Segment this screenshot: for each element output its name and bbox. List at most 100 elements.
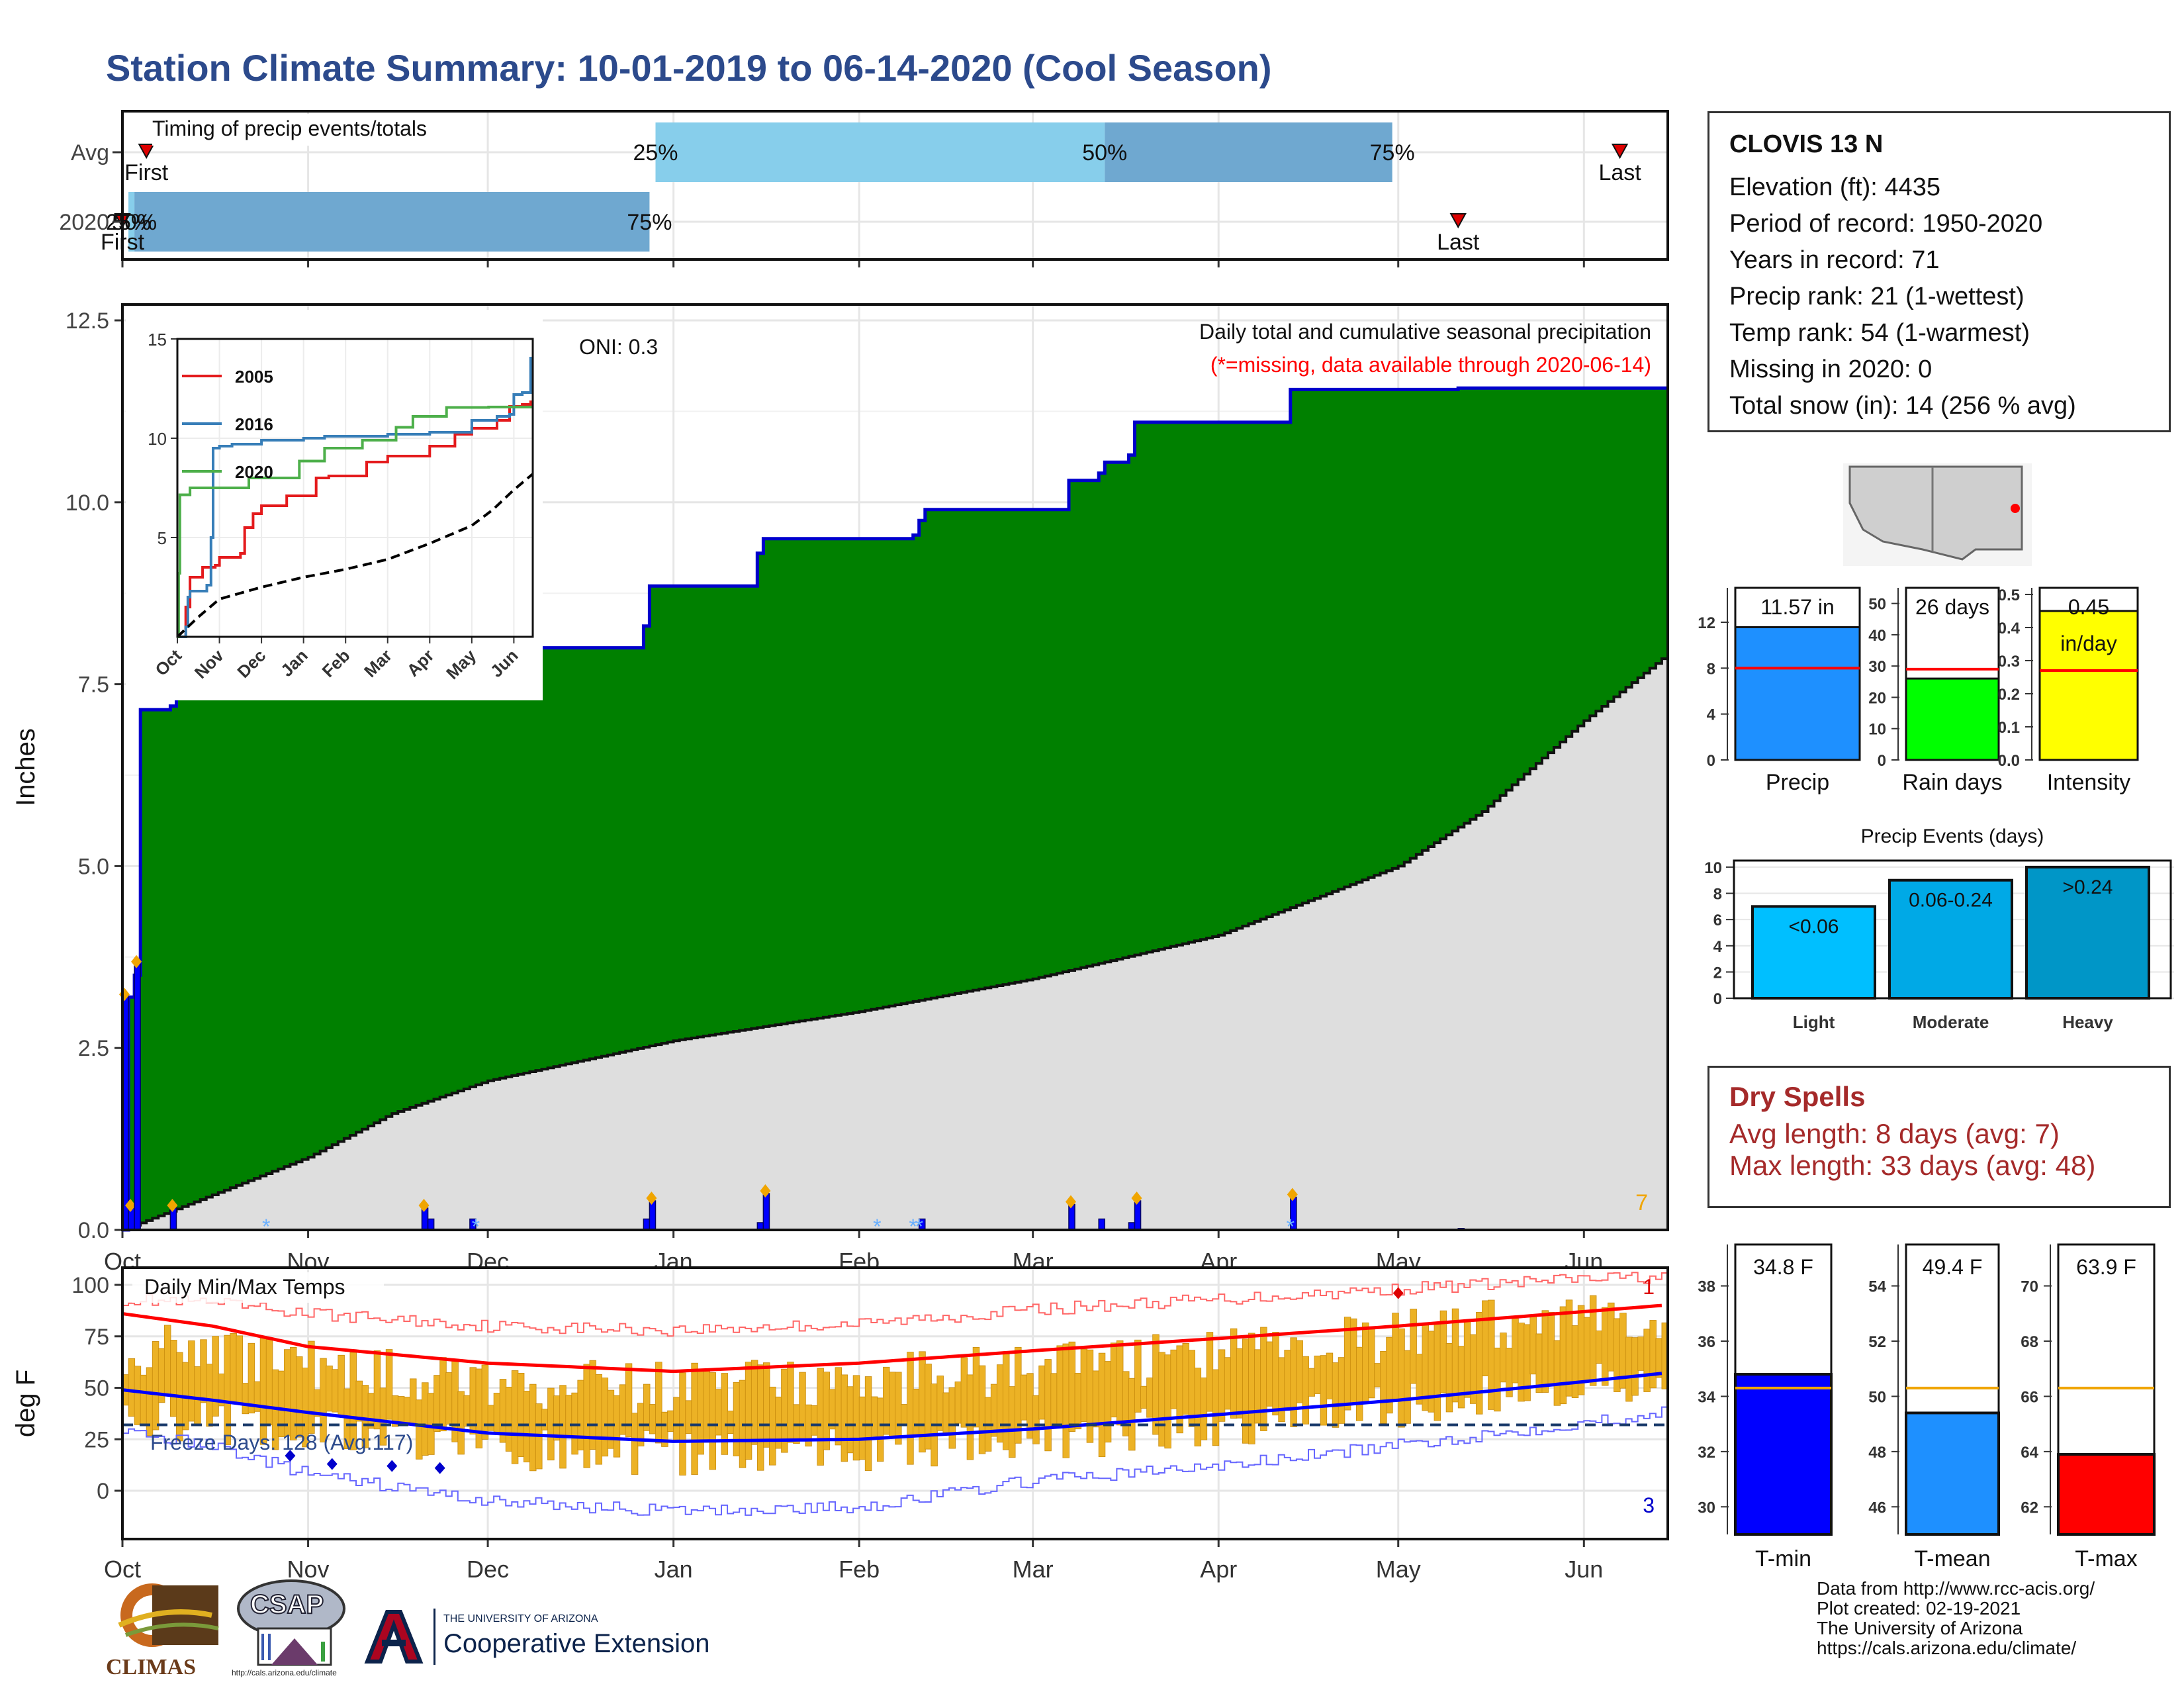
- daily-temp-bar: [1445, 1342, 1453, 1413]
- csap-logo-text: CSAP: [250, 1589, 324, 1620]
- daily-temp-bar: [1230, 1328, 1238, 1419]
- daily-temp-bar: [1128, 1378, 1136, 1451]
- daily-precip-marker: [1065, 1195, 1076, 1209]
- daily-temp-bar: [756, 1364, 764, 1471]
- daily-temp-bar: [1284, 1350, 1291, 1411]
- daily-temp-bar: [1404, 1350, 1411, 1424]
- daily-temp-bar: [403, 1397, 411, 1423]
- daily-temp-bar: [751, 1360, 758, 1445]
- daily-temp-bar: [1290, 1337, 1297, 1427]
- daily-temp-bar: [487, 1405, 495, 1431]
- daily-temp-bar: [901, 1404, 908, 1425]
- daily-temp-bar: [1655, 1338, 1662, 1378]
- daily-precip-bar: [1098, 1218, 1106, 1231]
- daily-temp-bar: [1242, 1338, 1250, 1444]
- daily-temp-bar: [1571, 1325, 1579, 1398]
- daily-temp-bar: [1349, 1318, 1357, 1404]
- normal-min-line: [122, 1372, 1662, 1443]
- daily-temp-bar: [1021, 1374, 1028, 1421]
- daily-temp-bar: [163, 1325, 171, 1397]
- daily-temp-bar: [212, 1336, 219, 1417]
- daily-temp-bar: [1380, 1350, 1387, 1424]
- inset-y-tick-label: 15: [148, 330, 167, 350]
- precip-y-axis-label: Inches: [11, 728, 40, 806]
- x-tick-label: Mar: [1013, 1556, 1054, 1583]
- daily-temp-bar: [1206, 1332, 1214, 1412]
- daily-temp-bar: [433, 1375, 441, 1432]
- daily-temp-bar: [493, 1393, 501, 1433]
- avg-cumulative-line: [122, 657, 1668, 1231]
- daily-temp-bar: [1649, 1320, 1657, 1389]
- precip-tick-label: 12: [1698, 614, 1715, 632]
- temp-panel-border: [121, 1266, 1669, 1540]
- raindays-tick-label: 0: [1878, 752, 1886, 770]
- events-tick-label: 4: [1713, 938, 1723, 956]
- x-tick-label: Dec: [467, 1556, 509, 1583]
- daily-temp-bar: [529, 1383, 537, 1472]
- daily-temp-bar: [1092, 1370, 1100, 1428]
- precip-tick-label: 8: [1707, 660, 1715, 678]
- daily-temp-bar: [876, 1397, 884, 1462]
- timing-avg-last-marker: [1611, 144, 1629, 160]
- timing-avg-25-50-bar: [655, 122, 1105, 182]
- events-tick-label: 0: [1713, 990, 1722, 1008]
- raindays-tick-label: 40: [1868, 627, 1886, 645]
- normal-max-line: [122, 1303, 1662, 1374]
- daily-temp-bar: [1116, 1340, 1124, 1426]
- daily-temp-bar: [948, 1387, 956, 1449]
- daily-temp-bar: [1080, 1348, 1088, 1422]
- daily-temp-bar: [709, 1372, 716, 1470]
- daily-temp-bar: [1368, 1327, 1375, 1399]
- precip-tick-label: 4: [1707, 706, 1716, 724]
- daily-temp-bar: [1200, 1378, 1208, 1440]
- daily-temp-bar: [601, 1378, 609, 1457]
- timing-title-bg: [152, 114, 463, 146]
- tmean-tick-label: 54: [1868, 1278, 1886, 1296]
- daily-temp-bar: [170, 1340, 177, 1417]
- tmin-category-label: T-min: [1755, 1546, 1811, 1571]
- daily-temp-bar: [835, 1367, 842, 1446]
- daily-temp-bar: [457, 1391, 465, 1455]
- intensity-tick-label: 0.4: [1998, 620, 2021, 637]
- daily-temp-bar: [954, 1382, 962, 1424]
- daily-temp-bar: [283, 1349, 291, 1436]
- daily-temp-bar: [1631, 1337, 1639, 1396]
- timing-avg-50-75-bar: [1105, 122, 1392, 182]
- tmin-tick-label: 32: [1698, 1444, 1715, 1462]
- events-bar-label: <0.06: [1789, 915, 1839, 937]
- events-tick-label: 10: [1704, 859, 1722, 877]
- intensity-tick-label: 0.5: [1998, 586, 2020, 604]
- daily-temp-bar: [745, 1362, 752, 1460]
- daily-temp-bar: [1541, 1310, 1549, 1393]
- tmin-tick-label: 36: [1698, 1333, 1715, 1351]
- daily-temp-bar: [230, 1333, 237, 1405]
- precip-y-tick-label: 12.5: [66, 308, 109, 334]
- daily-temp-bar: [583, 1364, 590, 1468]
- daily-temp-bar: [1583, 1317, 1591, 1382]
- daily-temp-bar: [1098, 1352, 1106, 1458]
- daily-temp-bar: [445, 1372, 453, 1425]
- daily-temp-bar: [1236, 1348, 1244, 1419]
- tmax-tick-label: 62: [2021, 1499, 2038, 1517]
- intensity-category-label: Intensity: [2047, 770, 2131, 795]
- station-total-snow: Total snow (in): 14 (256 % avg): [1729, 392, 2076, 420]
- ua-big-text: Cooperative Extension: [443, 1629, 710, 1658]
- daily-temp-bar: [1134, 1339, 1142, 1413]
- daily-temp-bar: [1068, 1341, 1076, 1432]
- daily-temp-bar: [972, 1346, 980, 1428]
- daily-temp-bar: [1140, 1385, 1148, 1409]
- daily-temp-bar: [1194, 1368, 1202, 1447]
- daily-temp-bar: [128, 1358, 136, 1417]
- tmean-summary-bar: [1905, 1411, 2000, 1536]
- daily-temp-bar: [373, 1350, 381, 1430]
- station-temp-rank: Temp rank: 54 (1-warmest): [1729, 319, 2030, 347]
- tmax-tick-label: 64: [2021, 1444, 2038, 1462]
- daily-temp-bar: [1482, 1300, 1489, 1377]
- daily-temp-bar: [541, 1409, 549, 1430]
- daily-temp-bar: [481, 1364, 489, 1440]
- daily-precip-bar: [762, 1193, 770, 1231]
- inset-series-line: [177, 400, 532, 638]
- daily-temp-bar: [895, 1372, 902, 1445]
- daily-temp-bar: [1308, 1368, 1316, 1397]
